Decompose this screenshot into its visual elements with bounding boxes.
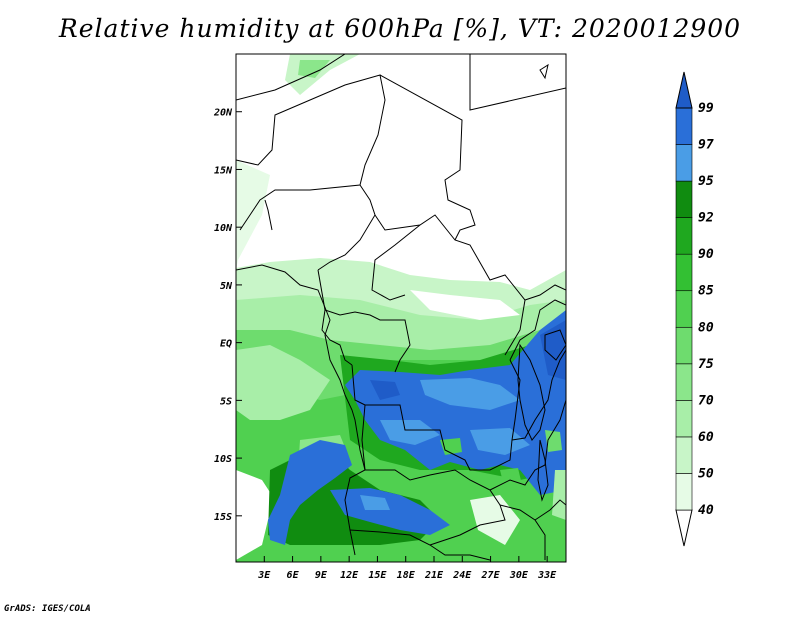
lon-tick-label: 18E xyxy=(397,570,416,581)
lon-tick-label: 21E xyxy=(424,570,444,581)
country-borders xyxy=(236,54,566,561)
lat-tick-label: 15N xyxy=(214,165,233,176)
colorbar-label: 70 xyxy=(698,393,714,408)
colorbar-segment xyxy=(675,217,693,255)
lon-tick-label: 27E xyxy=(481,570,501,581)
map-frame xyxy=(235,53,567,563)
humidity-field xyxy=(236,54,566,562)
lon-tick-label: 12E xyxy=(340,570,359,581)
map-title: Relative humidity at 600hPa [%], VT: 202… xyxy=(58,14,742,43)
lat-tick-label: 10S xyxy=(214,454,232,465)
colorbar: 40 50 60 70 75 80 85 90 92 95 97 99 xyxy=(675,71,714,547)
colorbar-segment xyxy=(675,107,693,145)
colorbar-label: 85 xyxy=(698,284,714,299)
colorbar-label: 80 xyxy=(698,320,714,335)
lon-tick-label: 33E xyxy=(537,570,557,581)
lat-tick-label: 5S xyxy=(220,396,232,407)
colorbar-segment xyxy=(675,326,693,365)
longitude-axis: 3E 6E 9E 12E 15E 18E 21E 24E 27E 30E 33E xyxy=(257,556,557,581)
colorbar-segment xyxy=(675,290,693,328)
lat-tick-label: 10N xyxy=(214,223,233,234)
lat-tick-label: 20N xyxy=(213,108,233,119)
latitude-axis: 20N 15N 10N 5N EQ 5S 10S 15S xyxy=(213,108,242,523)
colorbar-label: 40 xyxy=(698,503,714,518)
lat-tick-label: 15S xyxy=(214,512,232,523)
colorbar-label: 99 xyxy=(698,101,714,116)
colorbar-label: 95 xyxy=(698,174,714,189)
colorbar-segment xyxy=(675,253,693,292)
grads-credit: GrADS: IGES/COLA xyxy=(4,604,91,614)
colorbar-segment xyxy=(675,436,693,474)
colorbar-label: 50 xyxy=(698,466,714,481)
lon-tick-label: 3E xyxy=(257,570,271,581)
colorbar-segment xyxy=(675,400,693,438)
colorbar-segment xyxy=(675,144,693,182)
lon-tick-label: 9E xyxy=(315,570,328,581)
lon-tick-label: 15E xyxy=(368,570,387,581)
colorbar-high-triangle xyxy=(675,71,693,109)
colorbar-label: 75 xyxy=(698,357,714,372)
colorbar-label: 90 xyxy=(698,247,714,262)
colorbar-label: 92 xyxy=(698,211,714,226)
lon-tick-label: 6E xyxy=(287,570,300,581)
colorbar-segment xyxy=(675,473,693,511)
colorbar-segment xyxy=(675,180,693,218)
colorbar-label: 60 xyxy=(698,430,714,445)
colorbar-label: 97 xyxy=(698,138,714,153)
colorbar-segment xyxy=(675,363,693,401)
lon-tick-label: 30E xyxy=(509,570,529,581)
lon-tick-label: 24E xyxy=(452,570,472,581)
lat-tick-label: EQ xyxy=(220,339,232,350)
colorbar-low-triangle xyxy=(675,509,693,547)
lat-tick-label: 5N xyxy=(220,281,233,292)
